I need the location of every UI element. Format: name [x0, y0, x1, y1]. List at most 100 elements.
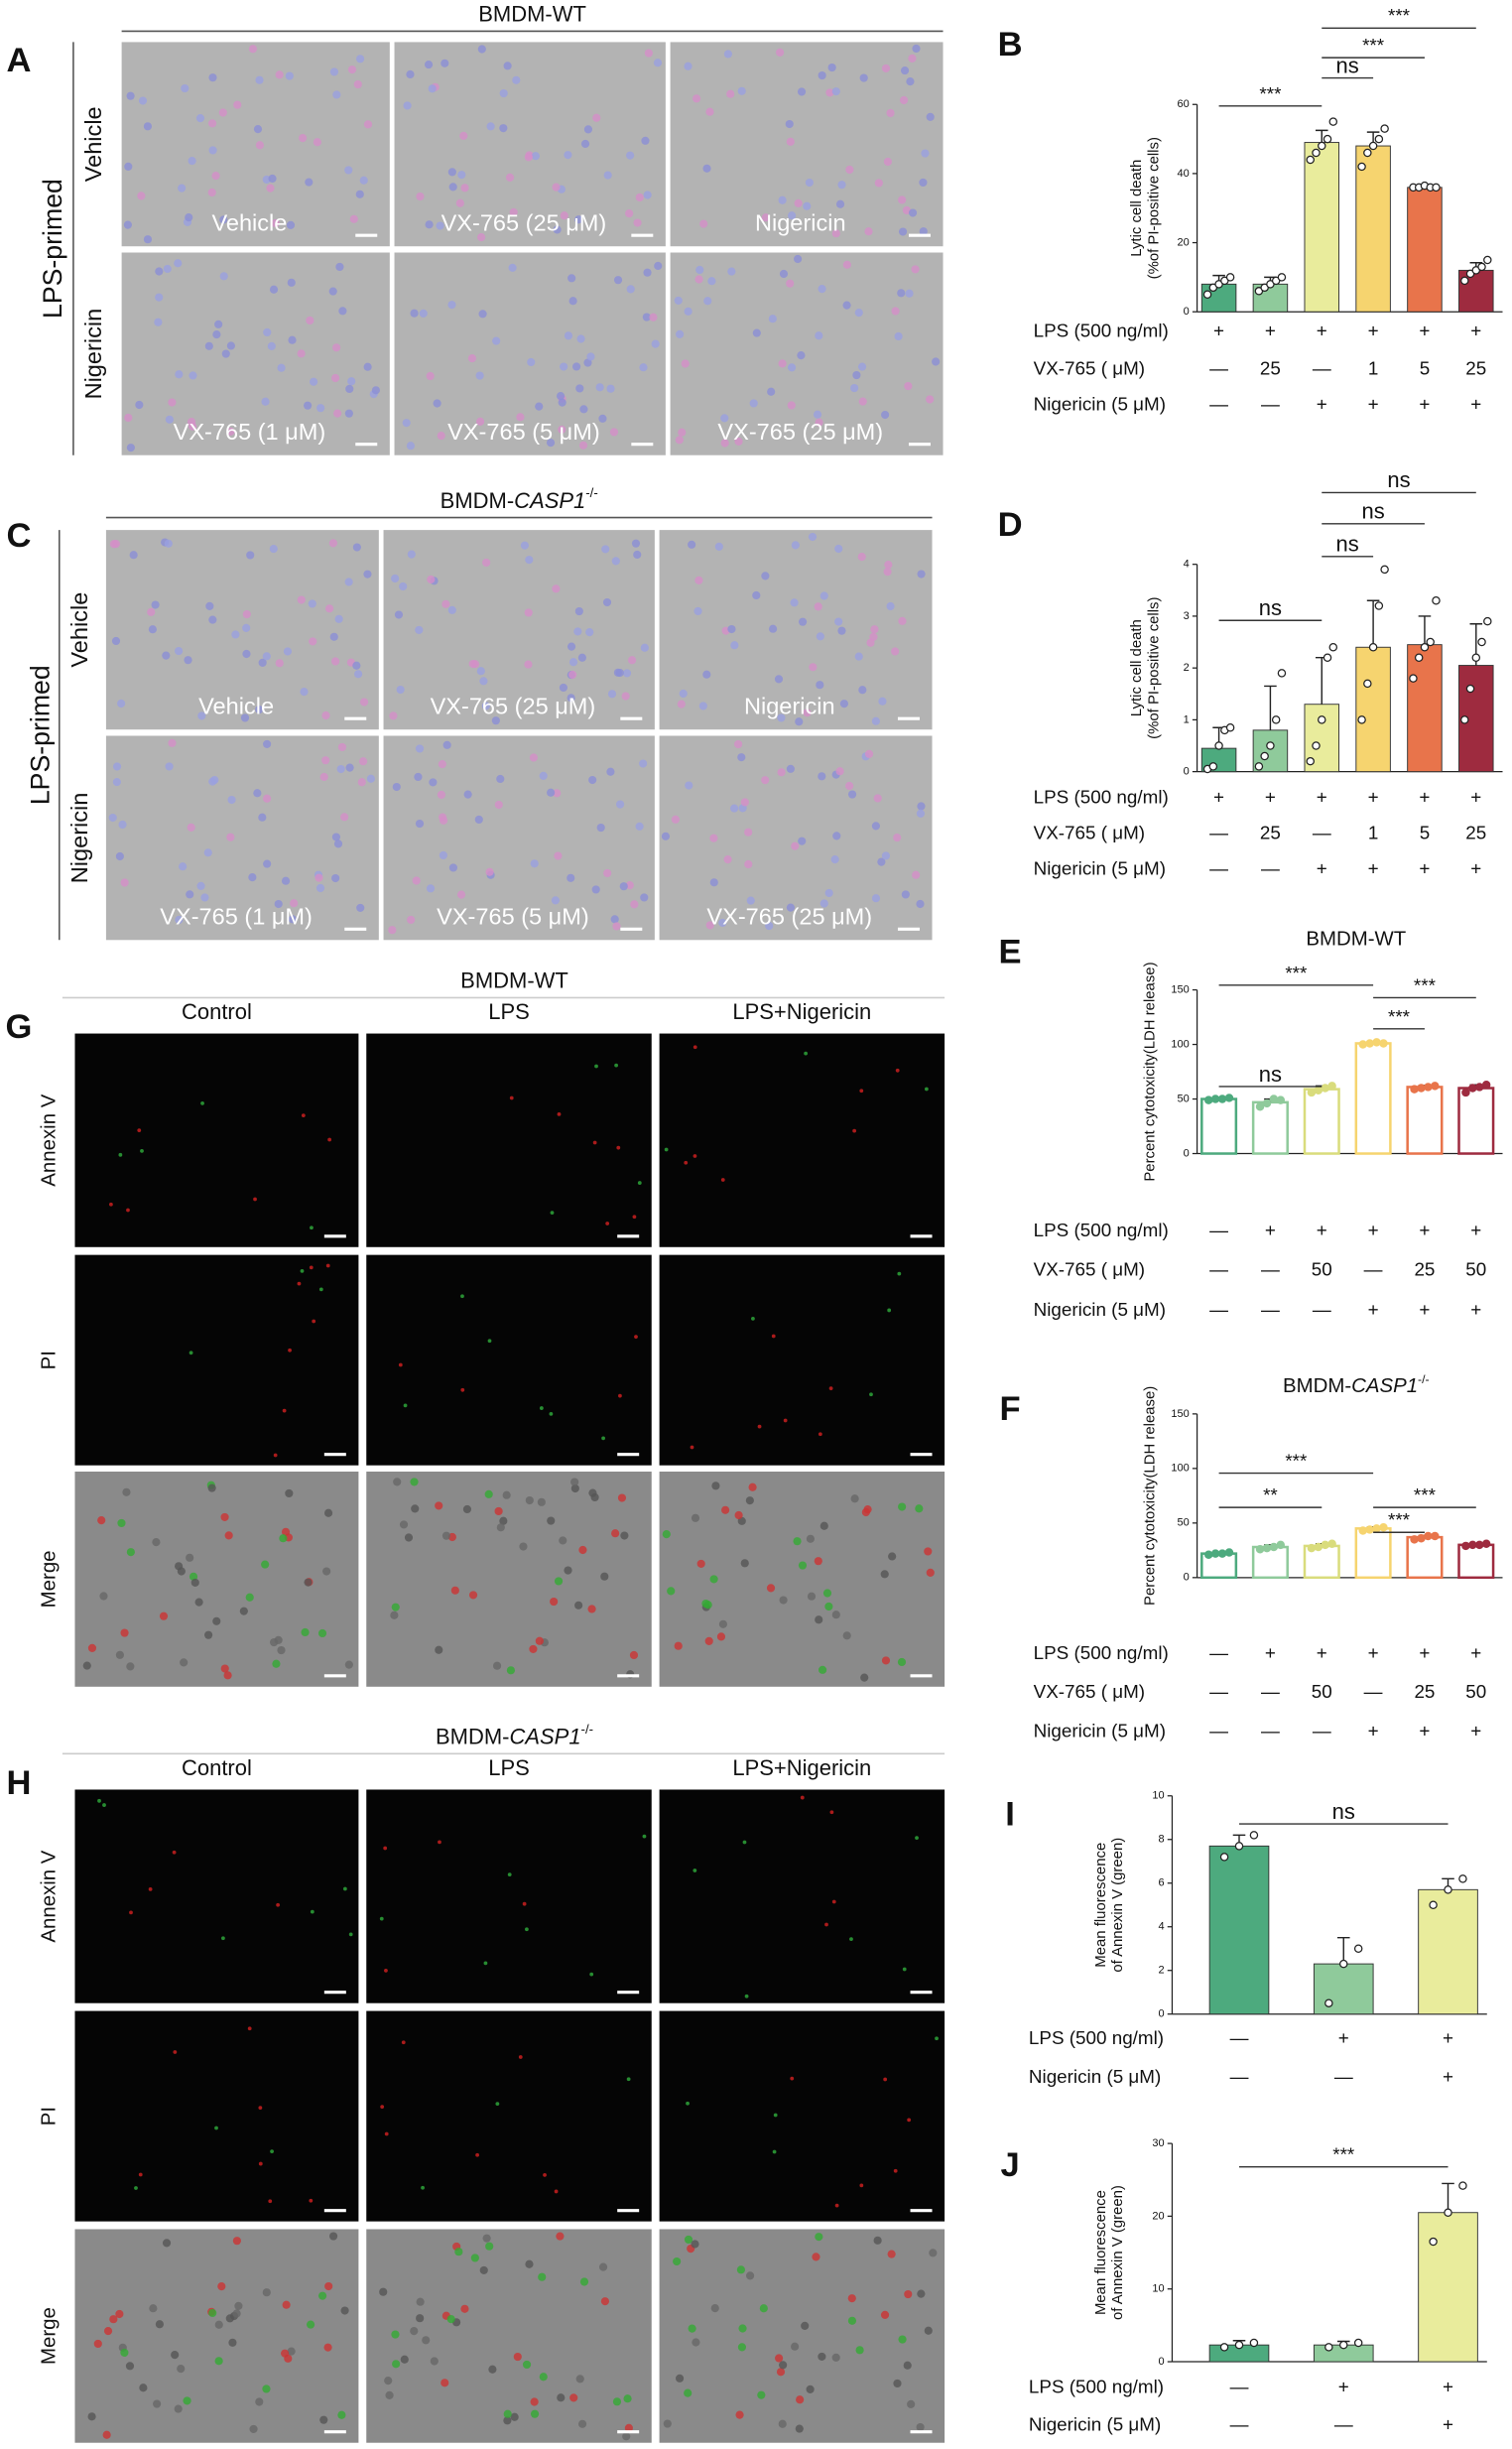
cell [693, 606, 702, 616]
cell [737, 2343, 747, 2352]
cell [735, 2410, 744, 2419]
condition-value: 50 [1312, 1681, 1332, 1702]
cell [703, 297, 712, 306]
cell [606, 384, 615, 393]
data-point [1234, 1842, 1244, 1851]
y-tick-label: 6 [1158, 1877, 1164, 1889]
data-point [1432, 183, 1441, 193]
cell [653, 59, 663, 67]
cell [720, 414, 729, 423]
cell [363, 362, 372, 371]
data-point [1483, 255, 1492, 265]
cell [852, 1128, 857, 1133]
cell [115, 2309, 124, 2319]
cell [746, 2271, 755, 2280]
cell [485, 2242, 494, 2251]
cell [274, 899, 283, 909]
cell [861, 1507, 870, 1517]
cell [915, 1836, 919, 1840]
cell [477, 233, 486, 242]
cell [507, 1872, 512, 1877]
cell [149, 2304, 158, 2313]
image-label: VX-765 (5 μM) [447, 419, 600, 445]
data-point [1475, 1083, 1484, 1092]
comparison-label: *** [1388, 5, 1411, 26]
data-point [1460, 715, 1469, 724]
condition-value: + [1317, 786, 1327, 807]
cell [399, 1520, 409, 1529]
cell [393, 1478, 402, 1486]
cell [674, 296, 683, 305]
comparison-label: ns [1332, 1799, 1355, 1824]
data-point [1269, 1095, 1279, 1103]
cell [575, 2375, 584, 2384]
y-axis-label: of Annexin V (green) [1109, 2185, 1126, 2320]
bar [1354, 1042, 1392, 1155]
image-label: VX-765 (25 μM) [706, 904, 872, 930]
y-tick-label: 0 [1158, 2008, 1164, 2020]
cell [468, 659, 477, 669]
cell [437, 790, 445, 800]
cell [210, 775, 219, 785]
cell [220, 1512, 229, 1521]
cell [908, 54, 917, 63]
cell [903, 2361, 912, 2370]
cell [684, 62, 693, 70]
cell [323, 1508, 333, 1517]
cell [895, 1068, 900, 1073]
cell [818, 772, 826, 781]
cell [766, 1584, 776, 1593]
cell [175, 1562, 184, 1571]
cell [330, 373, 340, 383]
cell [880, 1570, 889, 1579]
data-point [1477, 637, 1486, 647]
cell [771, 1334, 776, 1339]
cell [564, 1566, 572, 1575]
cell [336, 764, 345, 774]
cell [153, 2399, 162, 2408]
micrograph [394, 42, 666, 247]
cell [287, 278, 296, 287]
cell [742, 1840, 747, 1845]
cell [510, 2412, 519, 2421]
cell [527, 357, 536, 367]
cell [448, 863, 457, 872]
cell [494, 800, 503, 810]
bar [1407, 187, 1443, 313]
cell [253, 1197, 257, 1202]
cell [220, 1664, 229, 1673]
cell [629, 1650, 639, 1660]
cell [642, 1834, 647, 1839]
cell [640, 893, 649, 902]
cell [736, 2265, 746, 2274]
micrograph [659, 1471, 945, 1687]
data-point [1357, 162, 1366, 172]
cell [720, 1178, 725, 1182]
data-point [1353, 2338, 1363, 2348]
condition-value: — [1209, 822, 1228, 842]
cell [598, 2262, 608, 2271]
cell [583, 125, 593, 134]
cell [778, 2419, 787, 2428]
cell [661, 832, 671, 840]
cell [791, 841, 800, 850]
cell [516, 413, 525, 422]
cell [283, 647, 293, 656]
condition-value: + [1470, 1720, 1481, 1740]
comparison-label: ns [1336, 53, 1359, 77]
cell [795, 2424, 804, 2433]
y-axis-label: Mean fluorescence [1092, 2190, 1109, 2315]
comparison-label: *** [1259, 83, 1282, 104]
cell [224, 1531, 233, 1540]
cell [457, 171, 466, 180]
cell [297, 595, 306, 604]
data-point [1262, 1543, 1272, 1553]
data-point [1368, 141, 1378, 151]
condition-value: + [1470, 321, 1481, 341]
cell [553, 789, 562, 798]
y-axis-label: Percent cytotoxicity(LDH release) [1141, 1386, 1158, 1606]
cell [115, 1650, 124, 1659]
cell [212, 1616, 221, 1625]
cell [148, 625, 157, 634]
cell [426, 884, 436, 893]
